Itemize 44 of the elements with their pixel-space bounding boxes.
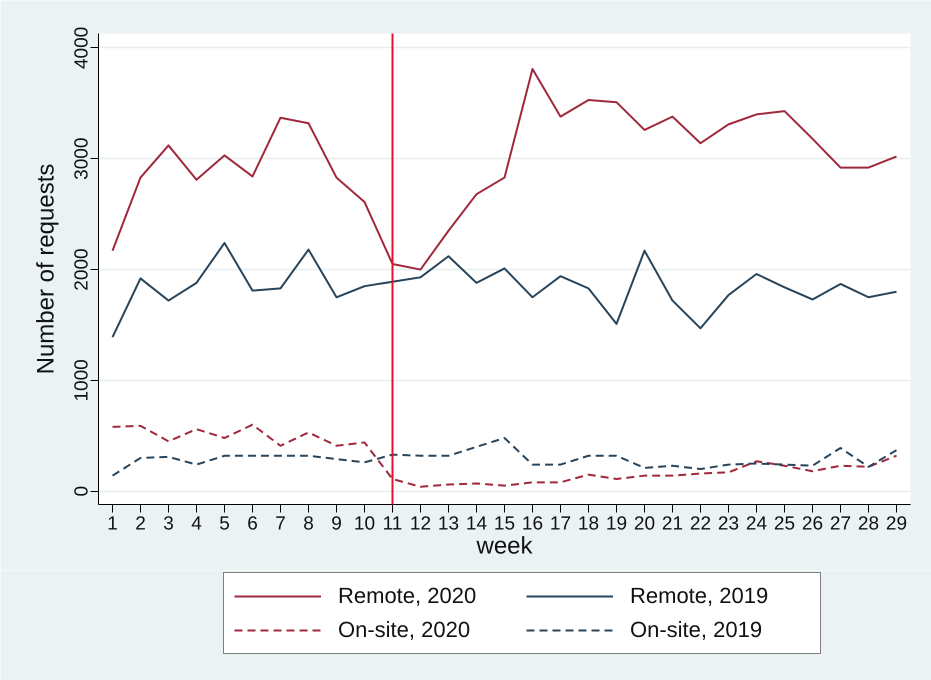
x-tick-label: 26 (802, 514, 824, 534)
x-tick-label: 23 (718, 514, 740, 534)
line-series (112, 68, 898, 271)
x-tick-label: 1 (107, 514, 118, 534)
x-tick-label: 11 (382, 514, 402, 534)
legend-label: On-site, 2020 (338, 617, 472, 643)
x-tick-label: 27 (830, 514, 852, 534)
line-series (112, 242, 898, 338)
legend-label: Remote, 2020 (338, 583, 478, 609)
x-axis-title: week (475, 532, 534, 560)
x-tick-label: 28 (858, 514, 880, 534)
legend-label: Remote, 2019 (630, 583, 770, 609)
y-tick-label: 2000 (72, 248, 92, 291)
y-axis-title: Number of requests (32, 164, 60, 374)
x-tick-label: 20 (634, 514, 656, 534)
x-tick-label: 13 (438, 514, 460, 534)
x-tick-label: 19 (606, 514, 628, 534)
x-tick-label: 9 (331, 514, 342, 534)
x-tick-label: 7 (275, 514, 286, 534)
x-tick-label: 3 (163, 514, 174, 534)
x-tick-label: 15 (494, 514, 516, 534)
x-tick-label: 21 (662, 514, 684, 534)
y-tick-label: 3000 (72, 138, 92, 180)
x-tick-label: 10 (354, 514, 376, 534)
y-tick-label: 4000 (72, 26, 92, 70)
x-tick-label: 22 (690, 514, 712, 534)
x-tick-label: 24 (746, 514, 768, 534)
x-tick-label: 25 (774, 514, 796, 534)
y-tick-label: 0 (72, 486, 92, 496)
x-tick-label: 14 (466, 514, 488, 534)
x-tick-label: 29 (886, 514, 908, 534)
legend-label: On-site, 2019 (630, 617, 764, 643)
x-tick-label: 16 (522, 514, 544, 534)
y-tick-label: 1000 (72, 359, 92, 402)
x-tick-label: 2 (135, 514, 146, 534)
x-tick-label: 6 (247, 514, 258, 534)
x-tick-label: 17 (550, 514, 572, 534)
x-tick-label: 4 (191, 514, 202, 534)
line-series (112, 437, 898, 477)
x-tick-label: 18 (578, 514, 600, 534)
x-tick-label: 5 (219, 514, 230, 534)
line-series (112, 424, 898, 488)
x-tick-label: 8 (303, 514, 314, 534)
x-tick-label: 12 (410, 514, 432, 534)
